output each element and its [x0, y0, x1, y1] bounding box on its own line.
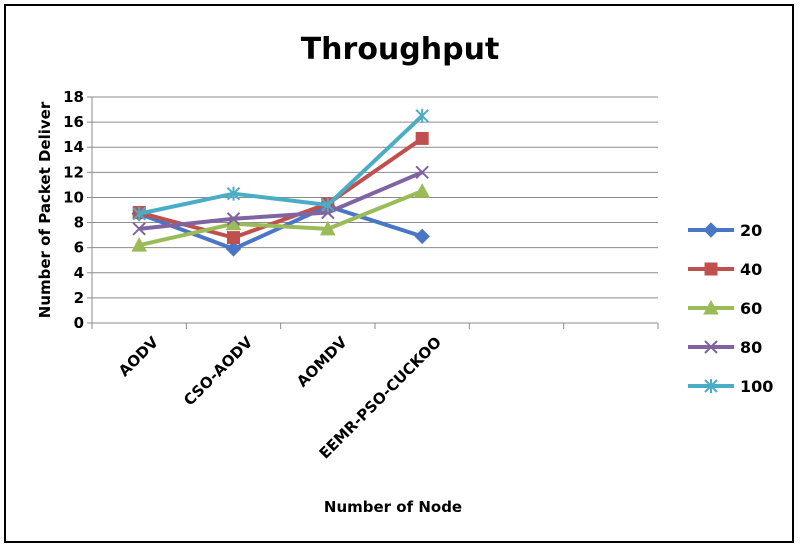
- legend-marker-80: [704, 340, 718, 354]
- x-category-label-aomdv: AOMDV: [293, 333, 351, 391]
- point-100-aomdv: [321, 197, 335, 212]
- point-60-eemr-pso-cuckoo: [414, 183, 431, 198]
- point-40-cso-aodv: [227, 231, 240, 245]
- legend-label-20: 20: [740, 221, 762, 240]
- x-category-label-aodv: AODV: [115, 333, 162, 380]
- chart-frame: [4, 4, 794, 543]
- point-60-aomdv: [319, 220, 336, 236]
- point-80-aodv: [132, 222, 146, 236]
- point-100-eemr-pso-cuckoo: [415, 108, 429, 123]
- y-tick-label-14: 14: [63, 138, 84, 156]
- legend-marker-20: [703, 222, 719, 238]
- legend: 20 40 60 80 100: [688, 221, 773, 396]
- x-axis-title: Number of Node: [324, 498, 462, 516]
- point-20-cso-aodv: [225, 241, 242, 257]
- legend-label-100: 100: [740, 377, 773, 396]
- point-80-cso-aodv: [226, 212, 241, 226]
- y-tick-label-16: 16: [63, 113, 84, 131]
- point-80-eemr-pso-cuckoo: [415, 165, 429, 180]
- series-layer: [131, 108, 431, 257]
- point-100-aodv: [132, 206, 146, 221]
- y-tick-label-4: 4: [74, 264, 84, 282]
- y-tick-label-2: 2: [74, 289, 84, 307]
- legend-label-80: 80: [740, 338, 762, 357]
- series-line-60: [138, 189, 423, 248]
- point-40-eemr-pso-cuckoo: [415, 131, 429, 145]
- series-line-80: [138, 170, 423, 231]
- y-tick-label-10: 10: [63, 188, 84, 206]
- point-20-eemr-pso-cuckoo: [414, 228, 430, 245]
- y-tick-label-8: 8: [74, 214, 84, 232]
- legend-marker-60: [703, 299, 719, 315]
- legend-label-60: 60: [740, 299, 762, 318]
- y-tick-label-12: 12: [63, 163, 84, 181]
- y-tick-label-0: 0: [74, 314, 84, 332]
- point-100-cso-aodv: [226, 186, 241, 201]
- legend-label-40: 40: [740, 260, 762, 279]
- legend-marker-40: [704, 262, 718, 276]
- series-line-100: [138, 114, 424, 216]
- y-axis-title: Number of Packet Deliver: [36, 101, 54, 318]
- point-60-aodv: [131, 237, 148, 252]
- y-tick-label-6: 6: [74, 239, 84, 257]
- x-category-label-cso-aodv: CSO-AODV: [180, 333, 256, 409]
- y-tick-label-18: 18: [63, 88, 84, 106]
- legend-marker-100: [704, 379, 718, 393]
- chart-title: Throughput: [301, 32, 500, 67]
